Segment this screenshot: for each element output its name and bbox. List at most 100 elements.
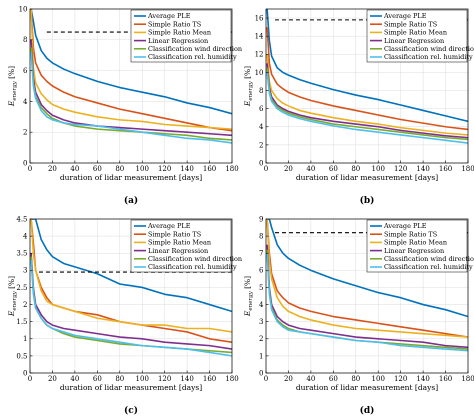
x-axis-label: duration of lidar measurement [days] xyxy=(296,173,438,182)
x-tick-label: 180 xyxy=(225,375,238,383)
panel-label: (a) xyxy=(124,195,138,206)
series-line-2 xyxy=(266,219,468,338)
x-tick-label: 0 xyxy=(264,375,268,383)
legend-label: Average PLE xyxy=(383,222,427,230)
x-tick-label: 0 xyxy=(264,165,268,173)
series-line-1 xyxy=(31,219,232,313)
chart-panel-b: 0 20 40 60 80 100 120 140 160 180 0 2 4 6 8 10 12 14 16 dur… xyxy=(243,8,474,206)
x-tick-label: 140 xyxy=(180,165,193,173)
y-tick-label: 6 xyxy=(23,67,28,75)
series-line-5 xyxy=(266,67,468,141)
y-axis-label: Eenergy [%] xyxy=(7,276,18,317)
y-tick-label: 0 xyxy=(23,369,27,377)
x-tick-label: 160 xyxy=(439,165,452,173)
y-tick-label: 8 xyxy=(259,233,263,241)
x-tick-label: 100 xyxy=(372,375,385,383)
y-tick-label: 0 xyxy=(259,369,263,377)
x-tick-label: 120 xyxy=(158,165,171,173)
legend-label: Classification rel. humidity xyxy=(384,53,473,61)
legend-box xyxy=(366,9,468,63)
axes-box xyxy=(29,218,233,374)
legend-label: Simple Ratio TS xyxy=(384,230,437,238)
series-line-5 xyxy=(30,47,232,141)
y-tick-label: 10 xyxy=(19,5,28,13)
series-line-2 xyxy=(30,9,232,132)
legend-box xyxy=(130,219,232,273)
x-tick-label: 60 xyxy=(329,165,338,173)
x-tick-label: 40 xyxy=(306,165,315,173)
y-tick-label: 4.5 xyxy=(16,215,27,223)
y-tick-label: 1 xyxy=(259,352,263,360)
y-tick-label: 7 xyxy=(259,250,263,258)
axes-box xyxy=(265,218,469,374)
legend-box xyxy=(366,219,468,273)
x-tick-label: 20 xyxy=(48,375,57,383)
x-tick-label: 40 xyxy=(70,375,79,383)
x-tick-label: 160 xyxy=(203,375,216,383)
series-line-4 xyxy=(266,244,468,349)
legend-label: Average PLE xyxy=(147,222,191,230)
y-tick-label: 4 xyxy=(259,301,264,309)
legend-label: Simple Ratio TS xyxy=(148,230,201,238)
legend-label: Simple Ratio Mean xyxy=(384,239,447,247)
panel-label: (c) xyxy=(124,405,138,416)
x-tick-label: 80 xyxy=(115,375,124,383)
panel-label: (b) xyxy=(360,195,375,206)
legend-label: Classification rel. humidity xyxy=(148,263,237,271)
legend-label: Linear Regression xyxy=(384,37,444,45)
legend-label: Simple Ratio Mean xyxy=(148,239,211,247)
x-tick-label: 140 xyxy=(416,375,429,383)
legend-label: Average PLE xyxy=(147,12,191,20)
x-tick-label: 140 xyxy=(180,375,193,383)
y-tick-label: 14 xyxy=(255,33,264,41)
legend-label: Average PLE xyxy=(383,12,427,20)
legend-label: Classification wind direction xyxy=(148,45,242,53)
y-axis-label: Eenergy [%] xyxy=(7,66,18,107)
x-tick-label: 80 xyxy=(351,375,360,383)
legend-label: Linear Regression xyxy=(384,247,444,255)
y-tick-label: 4 xyxy=(23,233,28,241)
series-line-1 xyxy=(267,219,468,318)
y-axis-label: Eenergy [%] xyxy=(243,276,254,317)
x-tick-label: 140 xyxy=(416,165,429,173)
x-tick-label: 60 xyxy=(93,165,102,173)
x-tick-label: 80 xyxy=(115,165,124,173)
x-tick-label: 20 xyxy=(284,375,293,383)
x-tick-label: 20 xyxy=(48,165,57,173)
x-tick-label: 0 xyxy=(28,165,32,173)
y-tick-label: 4 xyxy=(23,98,28,106)
series-line-1 xyxy=(266,9,468,123)
y-tick-label: 3 xyxy=(259,318,263,326)
x-tick-label: 0 xyxy=(28,375,32,383)
legend-label: Classification wind direction xyxy=(148,255,242,263)
x-tick-label: 120 xyxy=(394,165,407,173)
x-tick-label: 180 xyxy=(461,375,474,383)
y-tick-label: 1.5 xyxy=(16,318,27,326)
y-tick-label: 3.5 xyxy=(16,250,27,258)
x-tick-label: 40 xyxy=(70,165,79,173)
series-line-6 xyxy=(30,260,232,357)
series-line-2 xyxy=(266,27,468,131)
y-tick-label: 16 xyxy=(255,14,264,22)
y-tick-label: 1 xyxy=(23,335,27,343)
legend-label: Simple Ratio TS xyxy=(148,20,201,28)
y-tick-label: 10 xyxy=(255,69,264,77)
series-line-6 xyxy=(30,52,232,144)
legend-label: Linear Regression xyxy=(148,37,208,45)
y-tick-label: 4 xyxy=(259,123,264,131)
x-tick-label: 120 xyxy=(394,375,407,383)
y-tick-label: 2 xyxy=(23,301,27,309)
x-tick-label: 100 xyxy=(372,165,385,173)
x-tick-label: 100 xyxy=(136,375,149,383)
legend-label: Simple Ratio Mean xyxy=(148,29,211,37)
x-tick-label: 60 xyxy=(329,375,338,383)
series-line-4 xyxy=(266,63,468,139)
x-tick-label: 180 xyxy=(225,165,238,173)
series-line-3 xyxy=(30,9,232,130)
y-tick-label: 6 xyxy=(259,267,264,275)
y-tick-label: 2 xyxy=(23,129,27,137)
y-tick-label: 9 xyxy=(259,215,263,223)
series-line-6 xyxy=(266,72,468,144)
series-line-4 xyxy=(30,253,232,350)
